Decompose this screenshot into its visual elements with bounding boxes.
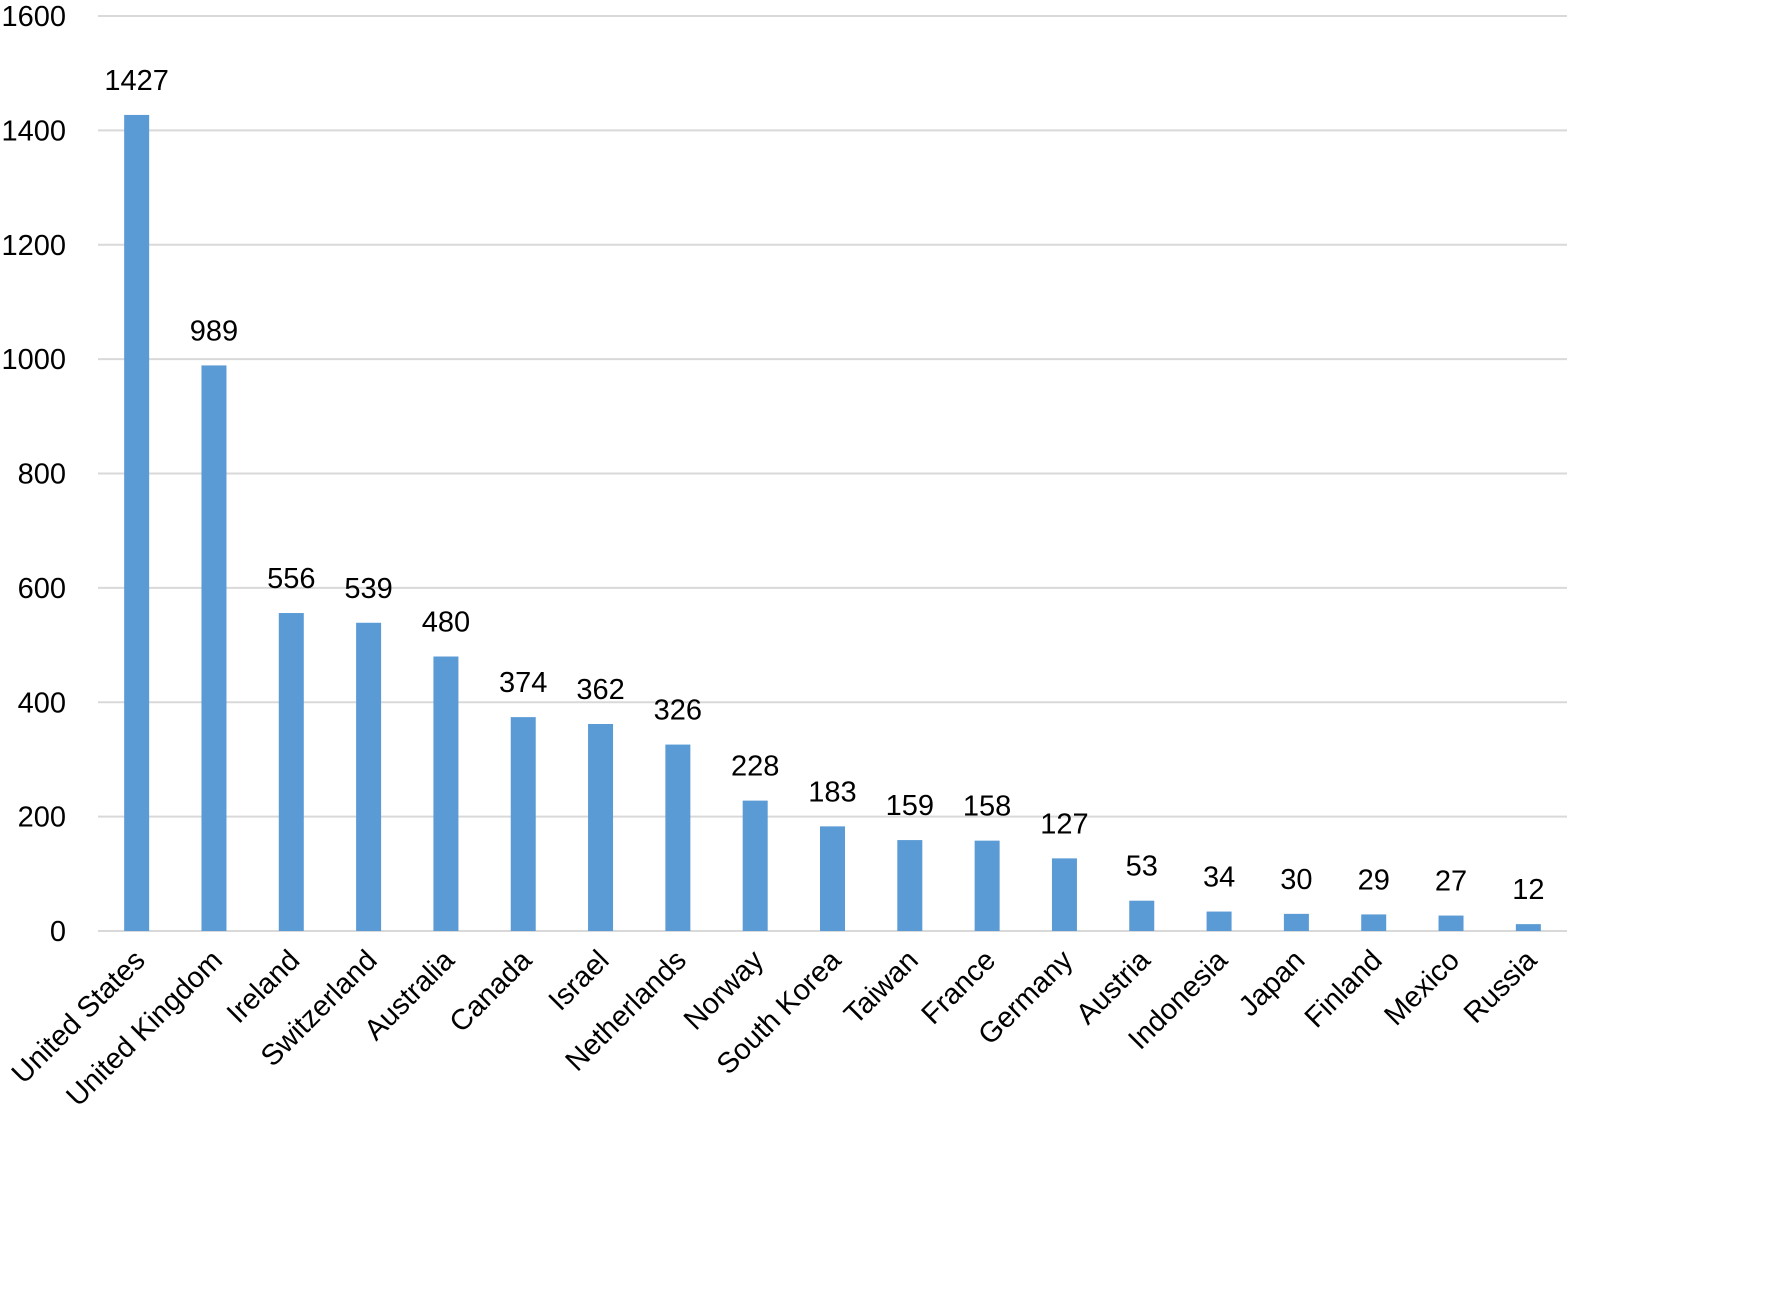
bar-south-korea [820, 826, 845, 931]
y-axis-ticks: 0 200 400 600 800 1000 1200 1400 1600 [1, 1, 66, 948]
y-tick-label: 800 [18, 459, 66, 491]
data-label-taiwan: 159 [886, 790, 934, 822]
data-label-south-korea: 183 [808, 776, 856, 808]
bar-finland [1361, 914, 1387, 931]
data-label-canada: 374 [499, 667, 547, 699]
data-label-norway: 228 [731, 751, 779, 783]
bar-switzerland [356, 622, 382, 931]
bar-united-states [124, 114, 150, 931]
bar-russia [1515, 924, 1541, 931]
data-label-united-states: 1427 [104, 65, 169, 97]
bar-france [974, 840, 1000, 931]
data-label-israel: 362 [576, 674, 624, 706]
bar-indonesia [1206, 911, 1232, 931]
bar-mexico [1438, 915, 1464, 931]
bar-netherlands [665, 744, 691, 931]
y-tick-label: 1200 [1, 230, 66, 262]
bar-taiwan [897, 840, 923, 931]
category-label-taiwan: Taiwan [838, 944, 924, 1030]
bar-canada [510, 717, 536, 931]
bar-austria [1129, 900, 1155, 931]
gridlines [98, 15, 1567, 932]
data-label-russia: 12 [1512, 874, 1544, 906]
y-tick-label: 600 [18, 573, 66, 605]
y-tick-label: 200 [18, 802, 66, 834]
category-label-finland: Finland [1299, 944, 1389, 1034]
data-label-netherlands: 326 [654, 695, 702, 727]
data-label-australia: 480 [422, 607, 470, 639]
bar-israel [588, 723, 614, 931]
bar-germany [1051, 858, 1077, 931]
y-tick-label: 1400 [1, 115, 66, 147]
y-tick-label: 0 [50, 916, 66, 948]
data-label-austria: 53 [1126, 851, 1158, 883]
data-label-germany: 127 [1040, 808, 1088, 840]
category-label-united-states: United States [6, 944, 152, 1090]
y-tick-label: 1000 [1, 344, 66, 376]
y-tick-label: 400 [18, 687, 66, 719]
bar-japan [1283, 913, 1309, 931]
data-label-mexico: 27 [1435, 866, 1467, 898]
bar-ireland [278, 613, 304, 931]
data-label-indonesia: 34 [1203, 862, 1235, 894]
data-label-finland: 29 [1358, 864, 1390, 896]
category-label-russia: Russia [1458, 944, 1544, 1030]
category-label-israel: Israel [543, 944, 616, 1017]
data-label-united-kingdom: 989 [190, 315, 238, 347]
data-label-ireland: 556 [267, 563, 315, 595]
bar-norway [742, 800, 768, 931]
category-label-mexico: Mexico [1378, 944, 1466, 1032]
data-label-japan: 30 [1280, 864, 1312, 896]
bar-united-kingdom [201, 365, 227, 931]
data-label-switzerland: 539 [344, 573, 392, 605]
bars [124, 114, 1541, 931]
data-label-france: 158 [963, 791, 1011, 823]
value-labels: 1427 989 556 539 480 374 362 326 228 183 159 158 127… [104, 65, 1544, 906]
y-tick-label: 1600 [1, 1, 66, 33]
bar-australia [433, 656, 459, 931]
category-label-canada: Canada [444, 944, 539, 1039]
